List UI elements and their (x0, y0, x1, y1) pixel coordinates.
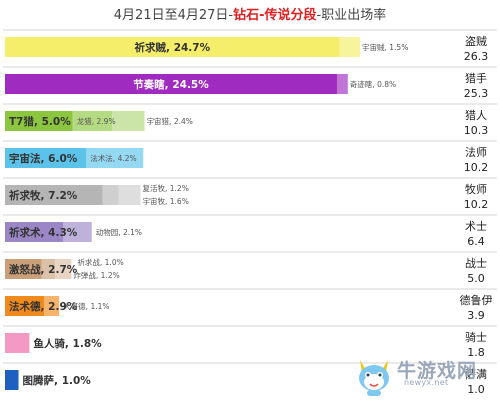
bar-label-minor: 龙猎, 2.9% (77, 116, 116, 126)
class-name: 牧师 (465, 182, 487, 196)
class-rate: 10.2 (464, 198, 489, 211)
bar-segment (102, 185, 119, 205)
bar-segment (5, 370, 19, 390)
bar-label-main: 宇宙法, 6.0% (9, 152, 78, 165)
bar-label-minor: 奇迹瞎, 0.8% (350, 79, 396, 89)
watermark-mascot-icon (359, 360, 389, 396)
class-rate: 5.0 (467, 272, 485, 285)
bar-label-minor: 宇宙牧, 1.6% (143, 196, 189, 206)
class-rate: 26.3 (464, 50, 489, 63)
bar-segment (44, 296, 60, 316)
bar-segment (5, 185, 103, 205)
class-rate: 10.2 (464, 161, 489, 174)
class-name: 猎手 (465, 71, 487, 85)
bar-label-minor: 动物园, 2.1% (96, 227, 142, 237)
class-name: 战士 (465, 257, 487, 270)
bar-label-main: 祈求术, 4.3% (9, 226, 78, 239)
title-suffix: -职业出场率 (316, 8, 387, 23)
bar-segment (86, 148, 144, 168)
bar-segment (118, 185, 141, 205)
class-rate: 1.0 (467, 383, 485, 396)
bar-label-minor: 大哥德, 1.1% (63, 301, 109, 311)
bar-segment (339, 37, 361, 57)
bar-label-main: 节奏瞎, 24.5% (133, 78, 209, 91)
bar-label-minor: 炸弹战, 1.2% (73, 270, 119, 280)
bar-label-main: 祈求贼, 24.7% (135, 41, 211, 54)
bar-segment (5, 111, 73, 131)
class-name: 骑士 (465, 331, 487, 344)
watermark-brand: 牛游戏网 (397, 360, 478, 382)
bar-segment (336, 74, 348, 94)
bar-segment (63, 222, 92, 242)
bar-label-main: 法术德, 2.9% (9, 300, 78, 313)
bar-label-minor: 宇宙猎, 2.4% (147, 116, 193, 126)
class-rate: 1.8 (467, 346, 485, 359)
bar-label-minor: 复活牧, 1.2% (143, 183, 189, 193)
bar-segment (112, 111, 145, 131)
bar-label-main: 祈求牧, 7.2% (9, 189, 78, 202)
bar-segment (5, 37, 340, 57)
class-rate: 10.3 (464, 124, 489, 137)
chart-title: 4月21日至4月27日-钻石-传说分段-职业出场率 (0, 4, 500, 23)
class-rate: 25.3 (464, 87, 489, 100)
class-name: 德鲁伊 (460, 293, 493, 307)
bar-segment (5, 74, 337, 94)
class-name: 术士 (465, 220, 487, 233)
class-rate: 3.9 (467, 309, 485, 322)
bar-segment (5, 333, 30, 353)
bar-label-minor: 宇宙贼, 1.5% (362, 42, 408, 52)
bar-segment (72, 111, 113, 131)
class-name: 法师 (465, 145, 487, 159)
bar-label-main: 激怒战, 2.7% (9, 263, 78, 276)
title-highlight: 钻石-传说分段 (233, 8, 317, 23)
class-name: 萨满 (465, 368, 487, 381)
bar-segment (41, 259, 56, 279)
class-name: 盗贼 (465, 34, 487, 48)
title-prefix: 4月21日至4月27日- (113, 8, 234, 23)
bar-segment (55, 259, 72, 279)
watermark-url: newyx.net (404, 378, 449, 387)
bar-label-main: T7猎, 5.0% (9, 115, 71, 128)
bar-segment (5, 259, 42, 279)
bar-label-minor: 法术法, 4.2% (90, 153, 136, 163)
class-rate: 6.4 (467, 235, 485, 248)
bar-label-minor: 祈求战, 1.0% (77, 257, 123, 267)
class-name: 猎人 (465, 108, 487, 122)
bar-label-main: 图腾萨, 1.0% (23, 374, 92, 387)
bar-segment (5, 222, 64, 242)
bar-segment (5, 148, 87, 168)
bar-segment (5, 296, 45, 316)
bar-label-main: 鱼人骑, 1.8% (33, 337, 102, 350)
